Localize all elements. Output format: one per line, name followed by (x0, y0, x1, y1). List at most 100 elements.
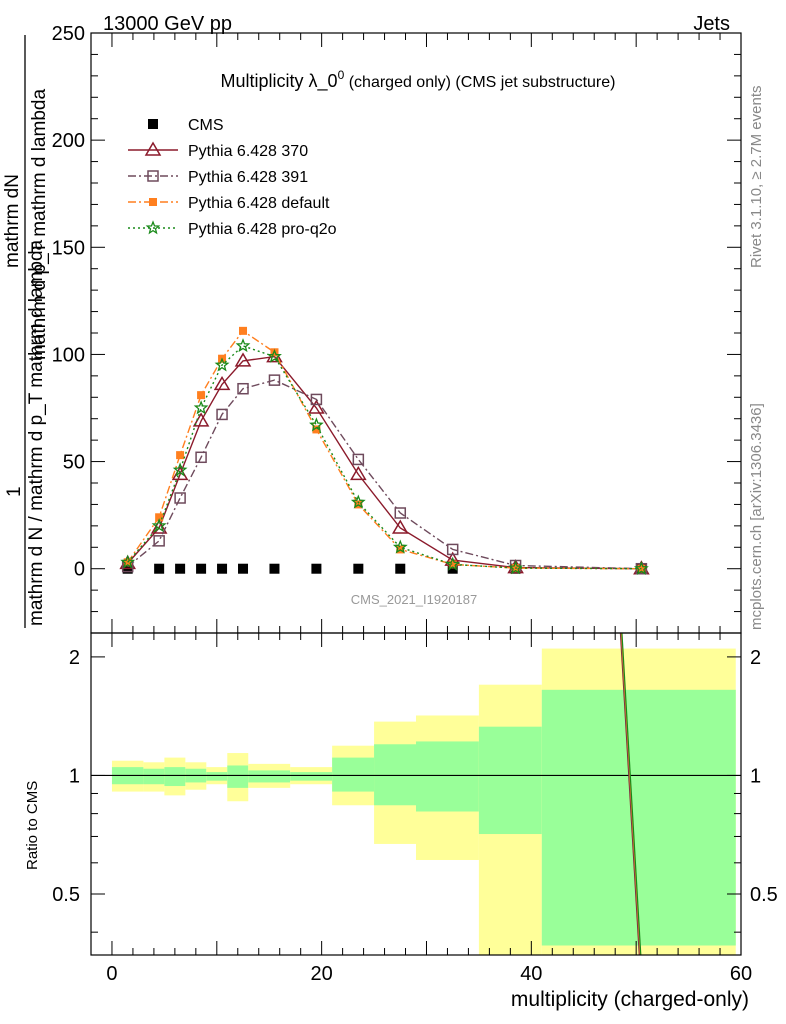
ratio-band-inner (290, 772, 333, 781)
data-point-3 (239, 326, 248, 335)
main-title-text: Multiplicity λ_0 (221, 71, 338, 92)
data-point-2 (174, 492, 186, 504)
x-tick-label: 0 (106, 963, 117, 985)
main-y-axis-label: mathrm dN mathrm d p_T mathrm d lambda 1… (2, 35, 50, 628)
ratio-band-inner (374, 744, 416, 806)
ratio-ticks: 0.5 0.51 12 20 20 40 60 (52, 633, 778, 985)
data-point-2 (446, 543, 459, 556)
y-label-one: 1 (4, 486, 25, 497)
data-point-2 (310, 393, 323, 406)
y-label-numerator: mathrm dN (2, 174, 23, 268)
data-point-2 (216, 408, 228, 421)
legend-marker (148, 119, 158, 129)
ratio-y-tick-label-left: 0.5 (52, 884, 80, 906)
data-point-2 (352, 453, 365, 466)
watermark-label: CMS_2021_I1920187 (351, 592, 478, 607)
y-label-denominator: mathrm d N / mathrm d p_T mathrm d lambd… (26, 239, 47, 626)
data-point-3 (155, 513, 164, 522)
legend-label: Pythia 6.428 default (188, 195, 330, 212)
legend-label: Pythia 6.428 pro-q2o (188, 221, 337, 238)
legend-marker (144, 141, 162, 156)
ratio-y-tick-label-right: 0.5 (750, 884, 778, 906)
data-point-4 (267, 348, 282, 363)
ratio-bands (111, 648, 736, 955)
ratio-y-tick-label-right: 1 (750, 765, 761, 787)
ratio-y-tick-label-right: 2 (750, 647, 761, 669)
data-point-1 (391, 519, 409, 534)
ratio-band-inner (416, 741, 479, 812)
mcplots-label: mcplots.cern.ch [arXiv:1306.3436] (748, 403, 765, 630)
series-line-3 (127, 329, 642, 570)
y-tick-label: 150 (52, 237, 85, 259)
series-line-4 (127, 345, 642, 570)
x-tick-label: 20 (311, 963, 333, 985)
data-point-4 (350, 494, 366, 509)
data-point-0 (395, 563, 406, 574)
data-point-3 (197, 391, 206, 400)
y-tick-label: 250 (52, 23, 85, 45)
data-point-0 (311, 563, 322, 574)
legend: CMS Pythia 6.428 370 Pythia 6.428 391 Pythi… (128, 117, 337, 238)
data-point-3 (448, 560, 457, 569)
data-point-1 (213, 375, 231, 391)
ratio-band-inner (227, 765, 249, 788)
data-point-0 (269, 563, 280, 574)
ratio-y-tick-label-left: 1 (69, 765, 80, 787)
data-point-0 (217, 563, 228, 574)
data-point-1 (234, 352, 252, 367)
data-point-0 (175, 563, 186, 574)
rivet-version-label: Rivet 3.1.10, ≥ 2.7M events (748, 86, 765, 269)
data-point-1 (308, 399, 325, 414)
legend-label: Pythia 6.428 391 (188, 169, 308, 186)
y-label-numerator-sub: mathrm d p_T mathrm d lambda (29, 89, 50, 360)
x-axis-label: multiplicity (charged-only) (511, 988, 749, 1011)
data-point-0 (196, 563, 207, 574)
legend-label: Pythia 6.428 370 (188, 143, 308, 160)
data-point-2 (394, 507, 407, 519)
main-series (119, 326, 650, 576)
data-point-1 (150, 519, 168, 534)
data-point-0 (353, 563, 364, 574)
main-title-suffix: (charged only) (CMS jet substructure) (344, 74, 615, 91)
x-tick-label: 40 (520, 963, 542, 985)
legend-marker (147, 170, 159, 182)
legend-label: CMS (188, 117, 224, 134)
data-point-4 (508, 560, 523, 575)
data-point-3 (176, 451, 185, 460)
series-line-2 (127, 379, 642, 570)
ratio-band-inner (206, 772, 228, 781)
ratio-band-inner (143, 768, 165, 785)
data-point-4 (120, 554, 136, 569)
y-tick-label: 50 (63, 452, 85, 474)
ratio-band-inner (164, 767, 186, 787)
ratio-band-inner (332, 757, 375, 792)
data-point-0 (447, 563, 458, 574)
data-point-4 (634, 560, 649, 576)
y-tick-label: 200 (52, 130, 85, 152)
main-ticks: 0 50 100 150 200 250 (52, 23, 742, 634)
y-tick-label: 0 (74, 559, 85, 581)
data-point-4 (151, 518, 167, 533)
ratio-plot-frame (90, 632, 742, 956)
data-point-2 (268, 374, 281, 386)
legend-marker (145, 220, 161, 235)
data-point-2 (153, 535, 165, 547)
data-point-4 (193, 400, 209, 415)
data-point-4 (172, 462, 188, 477)
ratio-band-inner (541, 689, 736, 946)
x-tick-label: 60 (730, 963, 752, 985)
data-point-4 (235, 338, 251, 353)
data-point-3 (637, 564, 646, 573)
data-point-0 (238, 563, 249, 574)
data-point-3 (312, 425, 321, 434)
data-point-4 (445, 556, 461, 571)
ratio-y-label: Ratio to CMS (24, 781, 41, 870)
data-point-4 (214, 357, 230, 372)
data-point-1 (350, 465, 367, 481)
main-title-superscript: 0 (338, 68, 345, 82)
ratio-band-inner (478, 726, 542, 835)
ratio-series-line (621, 632, 642, 956)
main-title: Multiplicity λ_00 (charged only) (CMS je… (221, 68, 616, 92)
